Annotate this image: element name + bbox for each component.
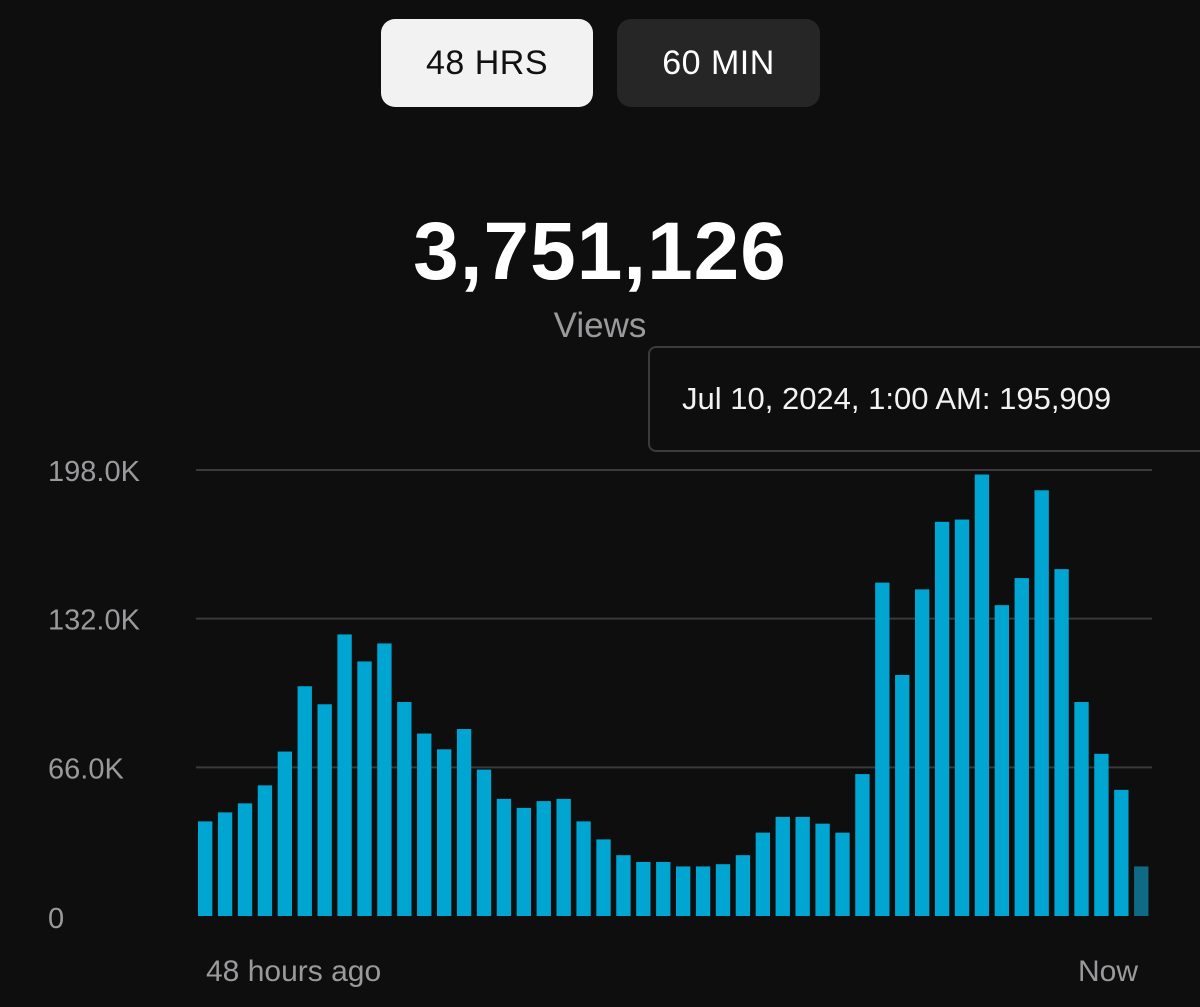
total-views-label: Views xyxy=(553,306,647,345)
y-tick-label: 132.0K xyxy=(48,605,141,637)
bar xyxy=(915,589,930,916)
bar xyxy=(795,816,810,916)
bar xyxy=(974,474,990,916)
bar xyxy=(1014,578,1029,916)
bar xyxy=(934,521,950,916)
bar xyxy=(516,807,532,916)
bar xyxy=(476,769,492,916)
bar xyxy=(297,686,312,916)
bar xyxy=(656,861,671,916)
tooltip-text: Jul 10, 2024, 1:00 AM: 195,909 xyxy=(682,381,1112,416)
bar xyxy=(317,704,332,916)
y-tick-label: 66.0K xyxy=(48,753,124,785)
bar xyxy=(1074,702,1089,916)
bar xyxy=(576,821,591,916)
tab-48-hrs[interactable]: 48 HRS xyxy=(381,19,593,107)
y-tick-label: 0 xyxy=(48,903,64,935)
bar xyxy=(695,866,711,916)
bar xyxy=(536,801,551,916)
bar xyxy=(994,605,1010,916)
bar xyxy=(715,864,731,916)
bar xyxy=(496,798,512,916)
bar xyxy=(855,774,870,916)
bar xyxy=(1034,490,1049,916)
bar xyxy=(1114,789,1129,916)
bar xyxy=(815,823,830,916)
y-tick-label: 198.0K xyxy=(48,456,141,488)
bar xyxy=(277,751,293,916)
bar xyxy=(437,749,452,916)
bar xyxy=(596,839,611,916)
bar xyxy=(676,866,691,916)
bar xyxy=(1054,569,1069,916)
bar xyxy=(636,861,651,916)
bar xyxy=(217,812,233,916)
bar xyxy=(377,643,392,916)
bar xyxy=(1134,866,1149,916)
bar xyxy=(775,816,790,916)
chart-tooltip: Jul 10, 2024, 1:00 AM: 195,909 xyxy=(648,346,1200,452)
tab-60-min[interactable]: 60 MIN xyxy=(617,19,820,107)
bar xyxy=(198,821,213,916)
bar xyxy=(456,729,472,916)
range-tabs: 48 HRS 60 MIN xyxy=(381,19,820,107)
bar xyxy=(735,855,751,916)
bar xyxy=(755,832,771,916)
bar xyxy=(357,661,372,916)
x-label-end: Now xyxy=(1078,955,1138,988)
total-views-value: 3,751,126 xyxy=(413,206,787,297)
bar xyxy=(895,674,910,916)
bar xyxy=(417,733,432,916)
bar xyxy=(616,855,631,916)
bar xyxy=(397,702,412,916)
bar xyxy=(237,803,253,916)
bar xyxy=(257,785,273,916)
bar xyxy=(1094,753,1109,916)
bar xyxy=(556,798,571,916)
bar xyxy=(835,832,850,916)
bar xyxy=(954,519,970,916)
bar xyxy=(875,582,890,916)
bar xyxy=(337,634,352,916)
x-label-start: 48 hours ago xyxy=(206,955,381,988)
